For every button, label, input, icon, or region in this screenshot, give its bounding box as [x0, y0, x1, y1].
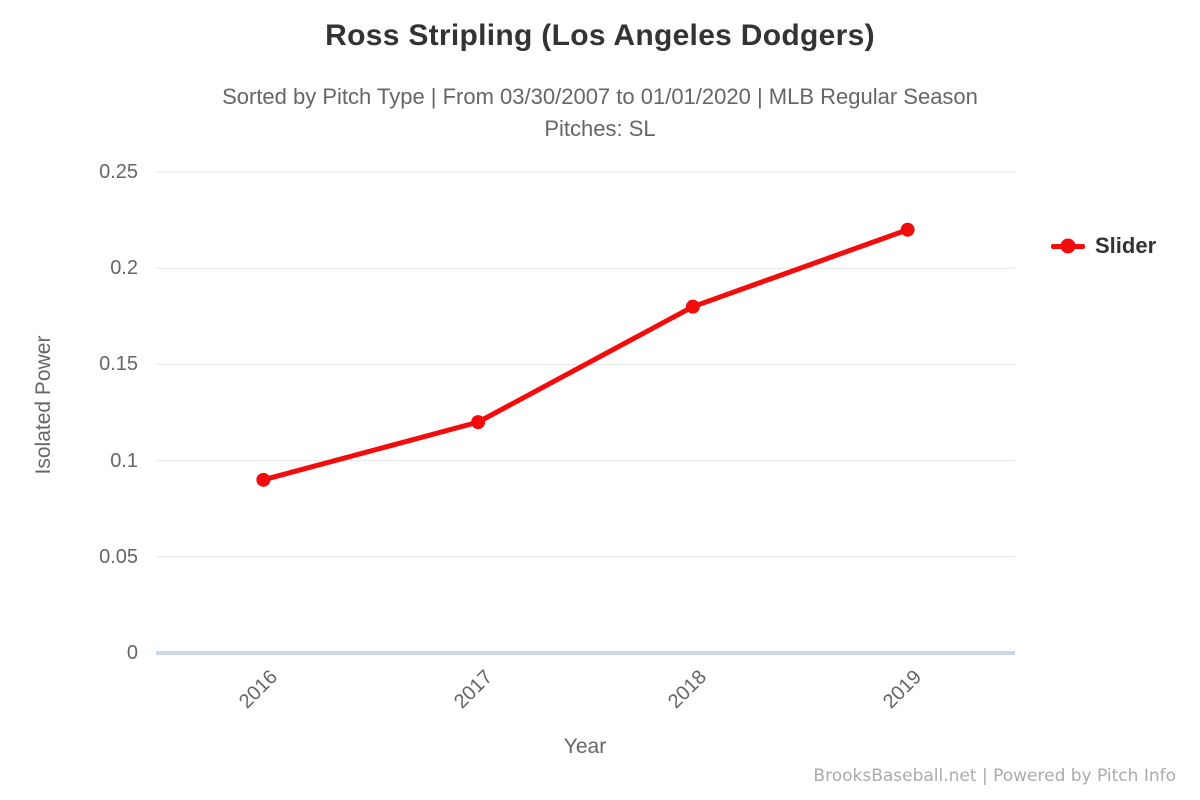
credit-text: BrooksBaseball.net | Powered by Pitch In…	[813, 766, 1176, 786]
x-axis-title: Year	[563, 735, 607, 758]
chart-subtitle-pitches: Pitches: SL	[544, 116, 656, 141]
y-tick-label: 0.1	[110, 449, 138, 472]
legend-label: Slider	[1095, 233, 1157, 258]
series-line-slider	[260, 227, 911, 483]
legend-marker-line	[1051, 238, 1085, 254]
data-point-2017[interactable]	[471, 415, 486, 430]
data-point-2016[interactable]	[256, 472, 271, 487]
y-axis-title: Isolated Power	[32, 335, 55, 475]
data-point-2019[interactable]	[900, 222, 915, 237]
chart-subtitle: Sorted by Pitch Type | From 03/30/2007 t…	[222, 84, 978, 109]
y-tick-label: 0.25	[99, 161, 138, 183]
y-tick-label: 0.05	[99, 545, 138, 568]
y-tick-label: 0.2	[110, 257, 138, 280]
legend-item-slider[interactable]: Slider	[1051, 233, 1156, 259]
y-tick-label: 0	[126, 642, 138, 664]
chart-title: Ross Stripling (Los Angeles Dodgers)	[325, 19, 875, 52]
data-point-2018[interactable]	[685, 299, 700, 314]
legend-marker-dot	[1060, 238, 1076, 254]
y-tick-label: 0.15	[99, 353, 138, 376]
